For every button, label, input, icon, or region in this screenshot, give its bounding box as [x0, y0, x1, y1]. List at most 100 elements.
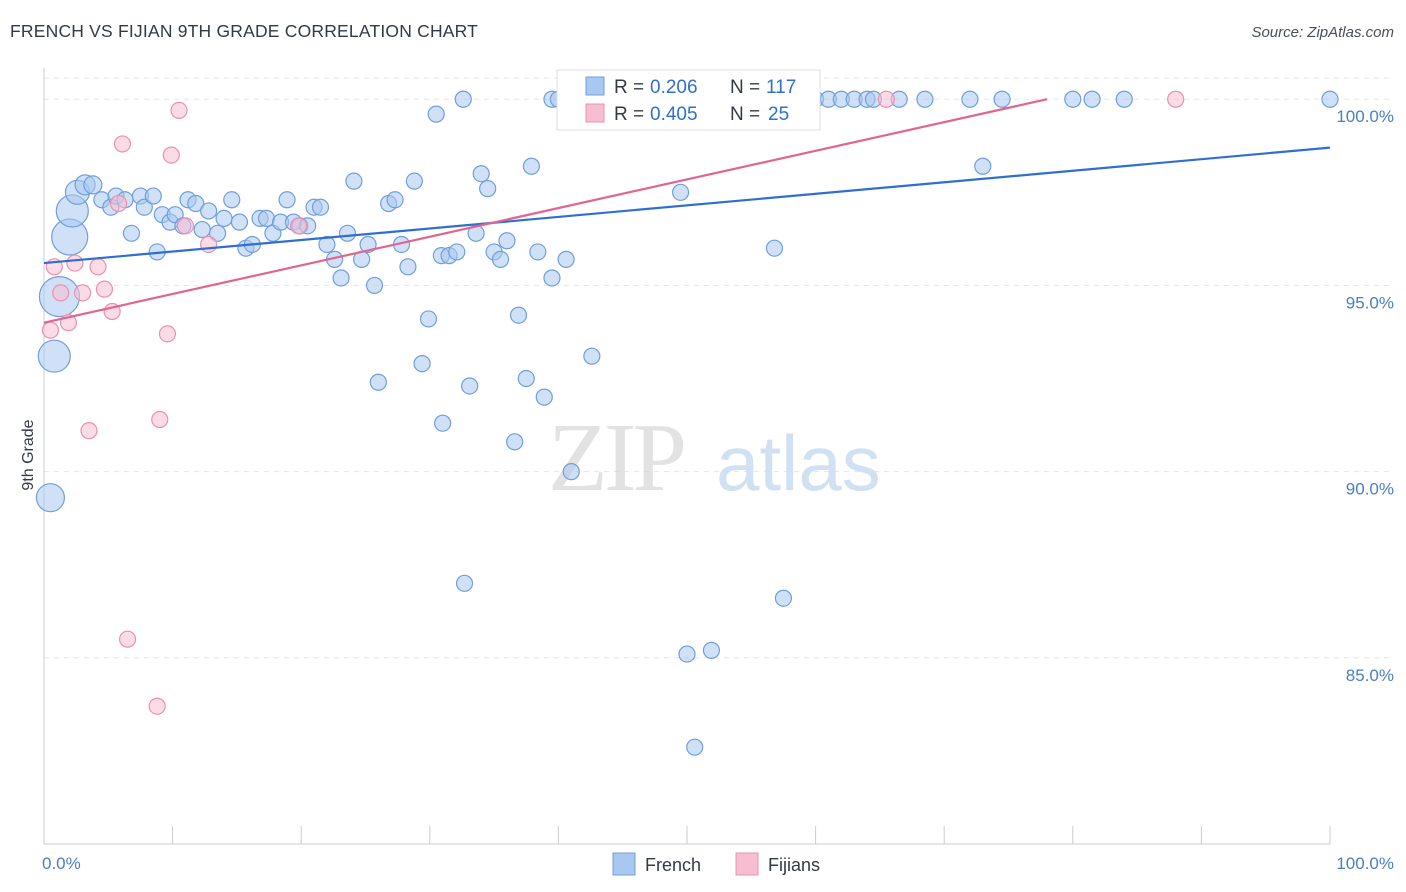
x-tick-label-max: 100.0%: [1336, 854, 1394, 873]
point-french-63: [455, 574, 474, 592]
watermark-zip: ZIP: [548, 404, 683, 512]
point-french-76: [535, 388, 553, 406]
point-french-61: [448, 243, 466, 261]
point-french-64: [461, 377, 479, 395]
axes: [43, 68, 1331, 845]
gridlines: [44, 77, 1392, 659]
legend-french-r-label: R =: [614, 77, 644, 98]
point-french-70: [498, 232, 516, 250]
point-fijian-5: [73, 284, 92, 302]
point-french-109: [916, 90, 934, 108]
point-fijian-20: [290, 217, 308, 235]
point-french-28: [230, 213, 249, 231]
y-tick-label-1: 90.0%: [1346, 480, 1394, 499]
point-french-43: [332, 269, 350, 287]
point-french-73: [517, 369, 535, 388]
point-french-67: [479, 180, 497, 198]
point-french-23: [193, 220, 211, 239]
bottom-legend-swatch-fijians: [735, 852, 759, 876]
point-french-117: [671, 183, 690, 201]
point-french-69: [491, 250, 510, 268]
legend-swatch-french: [585, 76, 605, 96]
x-tick-label-min: 0.0%: [42, 854, 81, 873]
point-french-49: [369, 373, 387, 391]
point-french-32: [257, 209, 276, 227]
point-french-7: [83, 175, 103, 195]
point-fijian-24: [1167, 90, 1185, 108]
point-french-83: [583, 347, 601, 365]
point-fijian-17: [170, 101, 188, 120]
series-french: [35, 90, 1339, 756]
point-french-116: [1321, 90, 1339, 108]
point-french-66: [472, 165, 490, 183]
watermark-atlas: atlas: [716, 419, 881, 507]
point-french-51: [386, 191, 404, 209]
bottom-legend: French Fijians: [612, 852, 820, 876]
point-french-74: [522, 157, 540, 175]
point-french-45: [345, 172, 363, 190]
point-fijian-10: [109, 194, 128, 213]
watermark: ZIP atlas: [548, 404, 881, 512]
point-french-14: [135, 198, 153, 216]
bottom-legend-fijians: Fijians: [768, 855, 820, 875]
point-french-81: [562, 463, 580, 481]
trend-lines: [43, 98, 1331, 324]
point-french-15: [144, 187, 162, 205]
point-french-112: [993, 90, 1011, 108]
point-french-40: [311, 198, 330, 216]
point-french-53: [399, 258, 417, 276]
point-french-100: [765, 239, 784, 257]
point-french-24: [200, 202, 218, 220]
point-french-113: [1064, 90, 1082, 108]
point-french-77: [543, 269, 561, 287]
point-french-91: [678, 645, 696, 663]
tick-labels: 85.0% 90.0% 95.0% 100.0% 0.0% 100.0%: [42, 107, 1394, 873]
legend-fijians-n-label: N =: [730, 104, 760, 125]
point-french-114: [1083, 90, 1101, 108]
legend-french-r-value: 0.206: [650, 77, 698, 98]
point-french-93: [686, 738, 704, 756]
point-fijian-7: [89, 258, 107, 276]
legend-swatch-fijians: [585, 103, 605, 123]
point-fijian-2: [52, 284, 70, 302]
point-french-111: [974, 157, 992, 175]
point-fijian-13: [148, 697, 166, 715]
point-french-56: [419, 310, 438, 328]
point-french-95: [702, 641, 721, 659]
y-tick-label-2: 95.0%: [1346, 293, 1394, 312]
point-french-41: [318, 235, 336, 254]
point-french-71: [506, 433, 524, 451]
point-french-72: [509, 306, 528, 324]
point-french-26: [215, 209, 233, 227]
point-fijian-12: [118, 630, 137, 648]
point-fijian-15: [158, 325, 177, 343]
point-fijian-14: [151, 410, 169, 429]
point-fijian-23: [877, 90, 895, 108]
point-french-1: [37, 339, 71, 373]
point-french-0: [35, 483, 66, 513]
point-fijian-4: [66, 254, 84, 272]
point-french-22: [187, 194, 205, 213]
trend-line-french: [43, 146, 1331, 265]
point-fijian-19: [200, 235, 218, 254]
legend-french-n-label: N =: [730, 77, 760, 98]
point-french-62: [454, 90, 472, 108]
point-french-48: [365, 276, 384, 295]
bottom-legend-swatch-french: [612, 852, 636, 876]
point-french-110: [961, 90, 979, 108]
legend-fijians-n-value: 25: [768, 104, 789, 125]
point-fijian-16: [162, 146, 180, 164]
series-fijians: [41, 90, 1185, 715]
point-fijian-6: [80, 422, 98, 440]
point-french-12: [122, 224, 141, 242]
legend-french-n-value: 117: [766, 77, 796, 98]
legend-fijians-r-label: R =: [614, 104, 644, 125]
point-french-54: [405, 172, 423, 190]
point-french-115: [1115, 90, 1133, 108]
point-french-35: [278, 191, 296, 209]
point-french-59: [434, 414, 452, 432]
point-french-80: [557, 250, 575, 268]
point-french-57: [427, 105, 445, 123]
point-fijian-0: [41, 321, 60, 339]
y-tick-label-3: 100.0%: [1336, 107, 1394, 126]
